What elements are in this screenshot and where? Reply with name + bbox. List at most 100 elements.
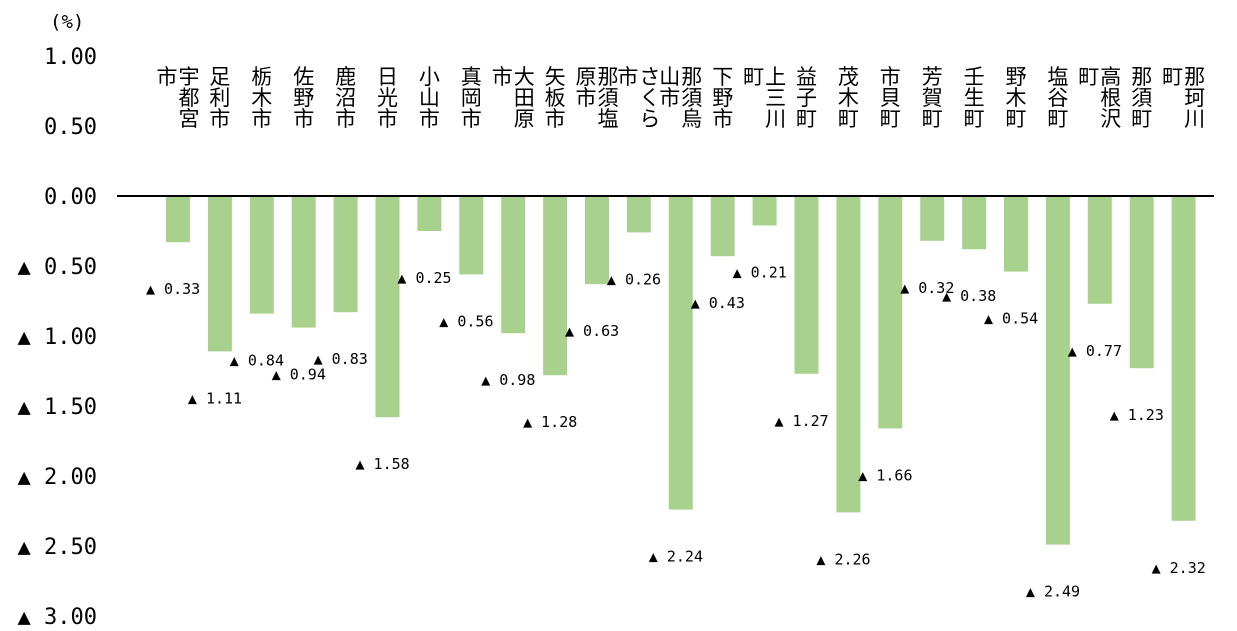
svg-text:町: 町 xyxy=(1131,107,1152,131)
bar xyxy=(878,196,903,429)
svg-text:市: 市 xyxy=(880,65,901,89)
category-label: 栃木市 xyxy=(251,65,272,131)
svg-text:茂: 茂 xyxy=(838,65,859,89)
bar xyxy=(501,196,526,334)
svg-text:く: く xyxy=(639,86,660,110)
svg-text:市: 市 xyxy=(209,107,230,131)
bar xyxy=(962,196,987,250)
svg-text:野: 野 xyxy=(293,86,314,110)
svg-text:宇: 宇 xyxy=(179,65,200,89)
bar xyxy=(417,196,442,231)
data-label: ▲ 2.26 xyxy=(816,550,870,568)
svg-text:市: 市 xyxy=(335,107,356,131)
data-label: ▲ 1.66 xyxy=(858,466,912,484)
svg-text:子: 子 xyxy=(796,86,817,110)
svg-text:芳: 芳 xyxy=(922,65,943,89)
svg-text:塩: 塩 xyxy=(598,107,619,131)
svg-text:日: 日 xyxy=(377,65,398,89)
svg-text:市: 市 xyxy=(461,107,482,131)
svg-text:貝: 貝 xyxy=(880,86,901,110)
svg-text:岡: 岡 xyxy=(461,86,482,110)
data-label: ▲ 0.63 xyxy=(565,322,619,340)
bar xyxy=(836,196,861,513)
svg-text:栃: 栃 xyxy=(251,65,272,89)
svg-text:川: 川 xyxy=(765,107,786,131)
svg-text:木: 木 xyxy=(838,86,859,110)
svg-text:川: 川 xyxy=(1184,107,1205,131)
bar xyxy=(375,196,400,418)
data-label: ▲ 0.98 xyxy=(481,371,535,389)
y-tick-label: ▲ 0.50 xyxy=(18,255,97,280)
svg-text:市: 市 xyxy=(293,107,314,131)
y-tick-label: 1.00 xyxy=(44,45,97,70)
svg-text:市: 市 xyxy=(712,107,733,131)
bar xyxy=(626,196,651,233)
svg-text:生: 生 xyxy=(964,86,985,110)
svg-text:市: 市 xyxy=(419,107,440,131)
category-label: 市貝町 xyxy=(880,65,901,131)
svg-text:町: 町 xyxy=(838,107,859,131)
svg-text:烏: 烏 xyxy=(681,107,702,131)
category-label: 茂木町 xyxy=(838,65,859,131)
category-label: 日光市 xyxy=(377,65,398,131)
svg-text:賀: 賀 xyxy=(922,86,943,110)
y-tick-label: ▲ 1.00 xyxy=(18,325,97,350)
data-label: ▲ 0.56 xyxy=(439,312,493,330)
svg-text:珂: 珂 xyxy=(1184,86,1205,110)
bar xyxy=(710,196,735,257)
category-label: 壬生町 xyxy=(964,65,985,131)
svg-text:町: 町 xyxy=(964,107,985,131)
category-label: 佐野市 xyxy=(293,65,314,131)
svg-text:鹿: 鹿 xyxy=(335,65,356,89)
svg-text:那: 那 xyxy=(598,65,619,89)
svg-text:小: 小 xyxy=(419,65,440,89)
data-label: ▲ 2.24 xyxy=(649,548,703,566)
category-label: 芳賀町 xyxy=(922,65,943,131)
svg-text:町: 町 xyxy=(743,65,764,89)
category-label: 足利市 xyxy=(209,65,230,131)
svg-text:市: 市 xyxy=(659,86,680,110)
bar xyxy=(1004,196,1028,272)
svg-text:真: 真 xyxy=(461,65,482,89)
svg-text:利: 利 xyxy=(209,86,230,110)
y-axis-ticks: 1.00 0.50 0.00 ▲ 0.50 ▲ 1.00 ▲ 1.50 ▲ 2.00 ▲ 2.… xyxy=(18,45,97,630)
data-label: ▲ 0.54 xyxy=(984,310,1038,328)
category-label: 益子町 xyxy=(796,65,817,131)
data-label: ▲ 2.49 xyxy=(1026,583,1080,601)
svg-text:宮: 宮 xyxy=(179,107,200,131)
svg-text:沼: 沼 xyxy=(335,86,356,110)
bar xyxy=(166,196,190,243)
data-label: ▲ 1.27 xyxy=(775,412,829,430)
svg-text:足: 足 xyxy=(209,65,230,89)
svg-text:壬: 壬 xyxy=(964,65,985,89)
unit-label: (%) xyxy=(50,11,84,33)
bar xyxy=(585,196,609,285)
bar xyxy=(333,196,358,313)
svg-text:塩: 塩 xyxy=(1047,65,1068,89)
category-label: 小山市 xyxy=(419,65,440,131)
bar xyxy=(459,196,484,275)
svg-text:町: 町 xyxy=(1047,107,1068,131)
y-tick-label: ▲ 2.50 xyxy=(18,535,97,560)
svg-text:市: 市 xyxy=(251,107,272,131)
svg-text:市: 市 xyxy=(157,65,178,89)
svg-text:町: 町 xyxy=(796,107,817,131)
svg-text:須: 須 xyxy=(598,86,619,110)
svg-text:佐: 佐 xyxy=(293,65,314,89)
svg-text:原: 原 xyxy=(514,107,535,131)
svg-text:山: 山 xyxy=(419,86,440,110)
data-label: ▲ 0.94 xyxy=(272,366,326,384)
svg-text:益: 益 xyxy=(796,65,817,89)
svg-text:根: 根 xyxy=(1100,86,1121,110)
svg-text:原: 原 xyxy=(576,65,597,89)
y-tick-label: ▲ 3.00 xyxy=(18,605,97,630)
svg-text:田: 田 xyxy=(514,86,535,110)
data-label: ▲ 0.32 xyxy=(900,279,954,297)
bar xyxy=(1171,196,1196,521)
